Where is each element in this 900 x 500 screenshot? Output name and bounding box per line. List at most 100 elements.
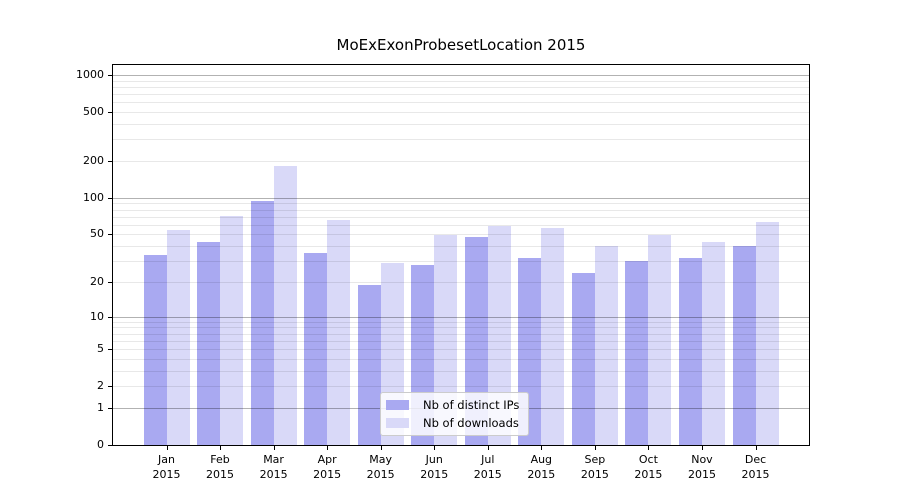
y-tick-mark bbox=[108, 234, 112, 236]
x-tick-label: Aug 2015 bbox=[527, 453, 556, 481]
y-tick-label: 0 bbox=[97, 438, 104, 451]
legend-swatch-downloads bbox=[386, 418, 409, 428]
x-tick-mark bbox=[220, 446, 222, 450]
x-tick-label: Apr 2015 bbox=[313, 453, 342, 481]
bar-downloads-aug bbox=[541, 227, 565, 445]
bar-distinct-ips-apr bbox=[304, 253, 328, 445]
gridline-minor bbox=[113, 246, 809, 248]
gridline-minor bbox=[113, 102, 809, 104]
gridline-minor bbox=[113, 124, 809, 125]
x-tick-label: Dec 2015 bbox=[741, 453, 770, 481]
bar-distinct-ips-mar bbox=[250, 201, 274, 445]
x-tick-label: Jan 2015 bbox=[152, 453, 181, 481]
legend-entry-distinct-ips: Nb of distinct IPs bbox=[386, 399, 519, 411]
legend-swatch-distinct-ips bbox=[386, 400, 409, 410]
bar-distinct-ips-dec bbox=[732, 246, 756, 445]
gridline-minor bbox=[113, 86, 809, 88]
x-tick-mark bbox=[701, 446, 703, 450]
gridline-minor bbox=[113, 386, 809, 388]
y-tick-mark bbox=[108, 197, 112, 199]
x-tick-label: Nov 2015 bbox=[687, 453, 716, 481]
y-tick-label: 100 bbox=[83, 190, 104, 204]
gridline-major bbox=[113, 197, 809, 199]
x-tick-mark bbox=[273, 446, 275, 450]
bar-downloads-sep bbox=[594, 246, 618, 445]
legend-entry-downloads: Nb of downloads bbox=[386, 417, 519, 429]
x-tick-label: Oct 2015 bbox=[634, 453, 663, 481]
legend-label-downloads: Nb of downloads bbox=[423, 416, 519, 430]
bar-downloads-apr bbox=[327, 219, 351, 445]
bar-distinct-ips-may bbox=[357, 284, 381, 445]
x-tick-label: Sep 2015 bbox=[580, 453, 609, 481]
bar-distinct-ips-oct bbox=[625, 261, 649, 445]
gridline-major bbox=[113, 75, 809, 76]
x-tick-mark bbox=[594, 446, 596, 450]
bar-downloads-feb bbox=[220, 215, 244, 445]
x-tick-mark bbox=[648, 446, 650, 450]
x-tick-mark bbox=[434, 446, 436, 450]
gridline-minor bbox=[113, 234, 809, 236]
gridline-minor bbox=[113, 112, 809, 113]
gridline-minor bbox=[113, 216, 809, 218]
gridline-minor bbox=[113, 209, 809, 211]
y-tick-label: 1000 bbox=[76, 67, 104, 81]
x-tick-mark bbox=[755, 446, 757, 450]
y-tick-mark bbox=[108, 349, 112, 351]
gridline-minor bbox=[113, 203, 809, 205]
x-tick-mark bbox=[380, 446, 382, 450]
bar-downloads-mar bbox=[273, 165, 297, 445]
gridline-minor bbox=[113, 94, 809, 96]
x-tick-label: May 2015 bbox=[366, 453, 395, 481]
legend: Nb of distinct IPs Nb of downloads bbox=[380, 392, 530, 436]
bar-distinct-ips-nov bbox=[678, 257, 702, 445]
gridline-minor bbox=[113, 370, 809, 372]
x-tick-mark bbox=[487, 446, 489, 450]
y-tick-label: 20 bbox=[90, 274, 104, 288]
y-tick-mark bbox=[108, 281, 112, 283]
gridline-minor bbox=[113, 358, 809, 360]
bar-downloads-oct bbox=[648, 235, 672, 445]
bar-downloads-dec bbox=[755, 222, 779, 445]
y-tick-mark bbox=[108, 445, 112, 446]
gridline-minor bbox=[113, 80, 809, 82]
gridline-minor bbox=[113, 327, 809, 329]
x-tick-mark bbox=[327, 446, 329, 450]
gridline-major bbox=[113, 316, 809, 318]
y-tick-mark bbox=[108, 160, 112, 162]
x-tick-label: Jun 2015 bbox=[420, 453, 449, 481]
gridline-minor bbox=[113, 261, 809, 263]
y-tick-label: 500 bbox=[83, 105, 104, 119]
gridline-minor bbox=[113, 161, 809, 162]
gridline-minor bbox=[113, 281, 809, 283]
x-tick-label: Jul 2015 bbox=[473, 453, 502, 481]
y-tick-label: 5 bbox=[97, 342, 104, 356]
y-tick-label: 200 bbox=[83, 153, 104, 167]
y-tick-mark bbox=[108, 407, 112, 409]
gridline-minor bbox=[113, 340, 809, 342]
chart-title: MoExExonProbesetLocation 2015 bbox=[336, 36, 586, 54]
gridline-minor bbox=[113, 349, 809, 350]
y-tick-mark bbox=[108, 112, 112, 114]
y-tick-mark bbox=[108, 386, 112, 388]
x-tick-label: Mar 2015 bbox=[259, 453, 288, 481]
y-tick-label: 2 bbox=[97, 379, 104, 393]
gridline-minor bbox=[113, 139, 809, 141]
y-tick-mark bbox=[108, 74, 112, 76]
y-tick-label: 1 bbox=[97, 400, 104, 414]
x-tick-label: Feb 2015 bbox=[206, 453, 235, 481]
bar-downloads-jul bbox=[487, 225, 511, 445]
gridline-minor bbox=[113, 321, 809, 323]
legend-label-distinct-ips: Nb of distinct IPs bbox=[423, 398, 520, 412]
x-tick-mark bbox=[541, 446, 543, 450]
y-tick-mark bbox=[108, 316, 112, 318]
y-tick-label: 10 bbox=[90, 309, 104, 323]
x-tick-mark bbox=[166, 446, 168, 450]
y-tick-label: 50 bbox=[90, 227, 104, 241]
bar-distinct-ips-jan bbox=[143, 254, 167, 445]
bar-distinct-ips-feb bbox=[197, 242, 221, 445]
bar-distinct-ips-sep bbox=[571, 272, 595, 445]
bar-downloads-jan bbox=[166, 230, 190, 445]
plot-area bbox=[112, 64, 810, 446]
gridline-minor bbox=[113, 333, 809, 335]
